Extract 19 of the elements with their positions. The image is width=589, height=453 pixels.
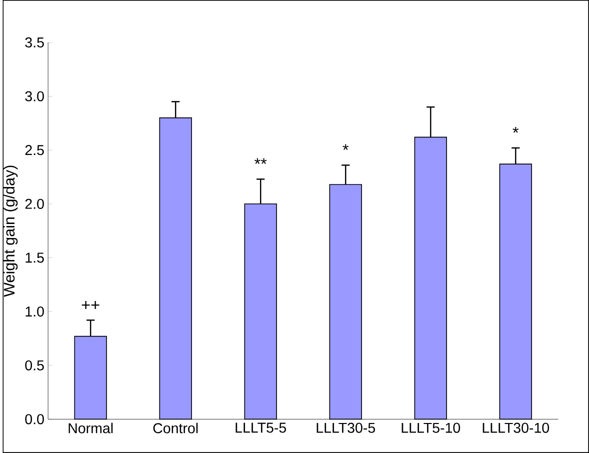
y-tick-label: 1.0	[26, 306, 44, 317]
y-tick-label: 3.0	[25, 91, 44, 102]
x-tick-label: LLLT5-10	[402, 422, 460, 433]
x-tick-label: LLLT30-5	[316, 422, 376, 433]
x-tick-label: LLLT30-10	[482, 422, 550, 433]
x-tick-label: Control	[153, 422, 198, 434]
annotation: **	[254, 158, 267, 164]
y-axis-title: Weight gain (g/day)	[3, 166, 18, 297]
y-tick-label: 0.0	[25, 414, 44, 424]
y-tick-label: 2.0	[25, 198, 44, 209]
y-tick-label: 1.5	[26, 252, 44, 263]
y-tick-label: 2.5	[25, 145, 44, 156]
x-tick-label: LLLT5-5	[236, 422, 286, 433]
x-tick-label: Normal	[68, 422, 113, 434]
y-tick-label: 0.5	[25, 360, 44, 370]
y-tick-label: 3.5	[25, 37, 44, 48]
annotation: *	[342, 144, 349, 150]
annotation: ++	[82, 301, 100, 310]
annotation: *	[512, 127, 519, 133]
